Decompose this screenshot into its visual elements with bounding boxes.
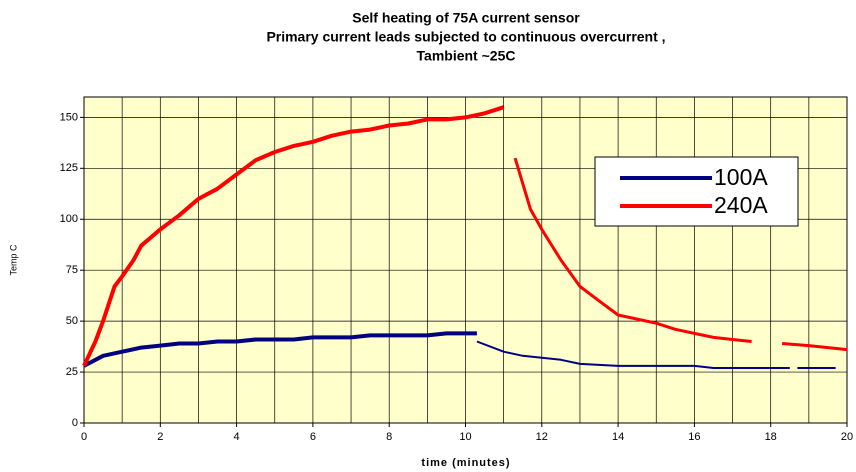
y-tick-label: 100 [60,213,78,225]
series-line [476,340,790,369]
x-tick-label: 0 [81,431,87,443]
x-tick-label: 10 [459,431,471,443]
x-tick-label: 2 [157,431,163,443]
y-tick-label: 25 [66,366,78,378]
series-line [513,157,752,343]
chart-title: Primary current leads subjected to conti… [266,29,665,45]
y-tick-label: 125 [60,162,78,174]
legend-box [594,156,799,227]
y-tick-label: 150 [60,111,78,123]
plot-border [83,96,848,424]
y-tick-label: 75 [66,264,78,276]
series-line [82,105,505,367]
y-tick-label: 0 [72,417,78,429]
legend-label: 100A [714,164,768,190]
y-axis-label: Temp C [8,244,18,276]
x-tick-label: 18 [765,431,777,443]
x-tick-label: 8 [386,431,392,443]
chart-title: Self heating of 75A current sensor [352,10,580,26]
x-tick-label: 20 [841,431,853,443]
x-axis-label: time (minutes) [421,457,510,469]
x-tick-label: 4 [234,431,240,443]
x-tick-label: 16 [688,431,700,443]
x-tick-label: 14 [612,431,624,443]
y-tick-label: 50 [66,315,78,327]
x-tick-label: 12 [536,431,548,443]
legend-label: 240A [714,192,768,218]
chart-title: Tambient ~25C [417,48,516,64]
series-line [781,342,848,352]
x-tick-label: 6 [310,431,316,443]
series-line [83,331,477,368]
